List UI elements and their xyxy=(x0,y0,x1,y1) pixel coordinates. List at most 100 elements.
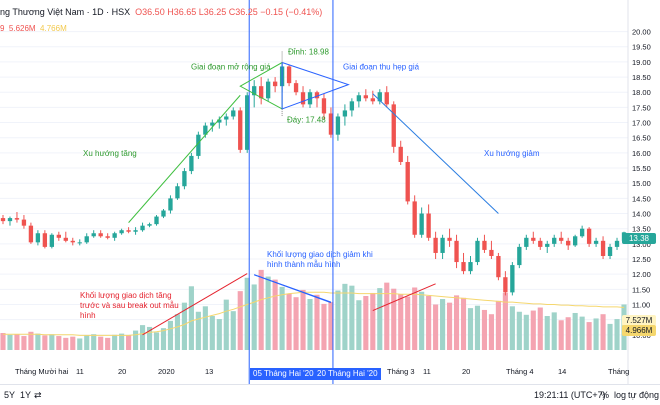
volume-bar xyxy=(335,290,341,350)
candle-body xyxy=(196,134,201,156)
range-5y-button[interactable]: 5Y xyxy=(4,390,16,400)
volume-bar xyxy=(28,331,34,350)
auto-scale-toggle[interactable]: tự động xyxy=(628,390,660,400)
symbol-title[interactable]: ng Thương Việt Nam · 1D · HSX xyxy=(0,7,131,17)
volume-bar xyxy=(460,297,467,350)
volume-ma-value: 4.766M xyxy=(40,24,67,33)
candle-body xyxy=(161,210,166,217)
volume-bar xyxy=(530,310,536,350)
volume-bar xyxy=(321,303,327,350)
price-tick-label: 15.50 xyxy=(632,164,651,173)
candle-body xyxy=(300,92,306,105)
candle-body xyxy=(189,155,194,172)
volume-bar xyxy=(153,332,160,350)
volume-bar xyxy=(328,302,334,350)
volume-bar xyxy=(216,319,222,350)
candle xyxy=(140,222,145,232)
volume-bar xyxy=(412,287,418,350)
volume-bar xyxy=(174,314,181,350)
candle-body xyxy=(70,240,75,243)
chart-header: ng Thương Việt Nam · 1D · HSX O36.50 H36… xyxy=(0,7,322,17)
candle xyxy=(56,231,61,241)
time-tick-label: 14 xyxy=(558,367,566,376)
volume-bar xyxy=(314,294,320,350)
time-tick-label: 20 xyxy=(118,367,126,376)
candle-body xyxy=(182,171,187,187)
volume-bar xyxy=(370,292,376,350)
candle xyxy=(314,90,320,108)
volume-bar xyxy=(363,295,369,350)
price-tick-label: 11.00 xyxy=(632,301,650,310)
candle-body xyxy=(335,116,341,135)
candle xyxy=(77,239,82,246)
candle-body xyxy=(140,225,145,231)
volume-now-badge: 4.966M xyxy=(622,325,656,336)
candle xyxy=(531,231,536,244)
volume-bar xyxy=(265,276,271,350)
peak-label: Đỉnh: 18.98 xyxy=(288,47,329,56)
candle-body xyxy=(154,216,159,225)
candle xyxy=(440,234,445,260)
volume-bar xyxy=(91,334,97,350)
volume-bar xyxy=(98,336,104,350)
candle-body xyxy=(238,110,243,150)
candle-body xyxy=(461,262,466,272)
date-range-icon[interactable]: ⇄ xyxy=(34,390,42,400)
candle xyxy=(559,231,564,244)
candle-body xyxy=(454,240,459,263)
volume-bar xyxy=(21,336,27,350)
candle-body xyxy=(489,249,494,256)
candle xyxy=(272,77,278,93)
time-tick-label: Tháng xyxy=(608,367,629,376)
volume-bar xyxy=(77,338,83,350)
candle-body xyxy=(538,240,543,247)
candle-body xyxy=(566,240,571,246)
candle xyxy=(454,234,459,269)
candle xyxy=(447,228,452,247)
volume-rise-label-1: Khối lượng giao dịch tăng xyxy=(80,291,172,300)
candle xyxy=(63,231,68,243)
clock[interactable]: 19:21:11 (UTC+7) xyxy=(534,390,606,400)
narrowing-label: Giai đoạn thu hẹp giá xyxy=(343,62,420,71)
downtrend-line xyxy=(372,93,499,214)
volume-fall-line-b xyxy=(254,274,332,303)
volume-legend: 9 5.626M 4.766M xyxy=(0,24,67,33)
candle-body xyxy=(119,230,124,234)
volume-bar xyxy=(195,311,201,350)
time-tick-label: Tháng 4 xyxy=(506,367,534,376)
time-tick-label: 11 xyxy=(423,367,431,376)
candle xyxy=(496,252,501,281)
candle-body xyxy=(245,95,250,150)
volume-bar xyxy=(453,295,460,350)
price-tick-label: 14.00 xyxy=(632,210,651,219)
candle xyxy=(342,104,348,126)
volume-bar xyxy=(293,297,299,350)
log-toggle[interactable]: log xyxy=(614,390,627,400)
candle xyxy=(265,78,271,102)
candle-body xyxy=(126,230,131,232)
volume-bar xyxy=(70,336,76,350)
volume-bar xyxy=(342,283,348,350)
candle-body xyxy=(391,104,396,147)
candle-body xyxy=(217,119,222,123)
candle-body xyxy=(559,237,564,241)
volume-bar xyxy=(0,333,6,350)
candle-body xyxy=(91,233,96,237)
candle xyxy=(300,86,306,108)
candle-body xyxy=(168,198,173,211)
volume-bar xyxy=(349,285,355,350)
candle xyxy=(349,98,355,117)
candle-body xyxy=(482,240,487,250)
time-tick-label: 20 xyxy=(462,367,470,376)
volume-bar xyxy=(558,320,564,350)
volume-bar xyxy=(160,328,167,350)
volume-ma-badge: 7.527M xyxy=(622,315,656,326)
percent-toggle[interactable]: % xyxy=(601,390,610,400)
range-1y-button[interactable]: 1Y xyxy=(20,390,32,400)
candle xyxy=(49,233,55,249)
candle xyxy=(133,227,138,235)
candle xyxy=(426,204,431,241)
candle xyxy=(607,243,613,260)
candle-body xyxy=(147,224,152,226)
